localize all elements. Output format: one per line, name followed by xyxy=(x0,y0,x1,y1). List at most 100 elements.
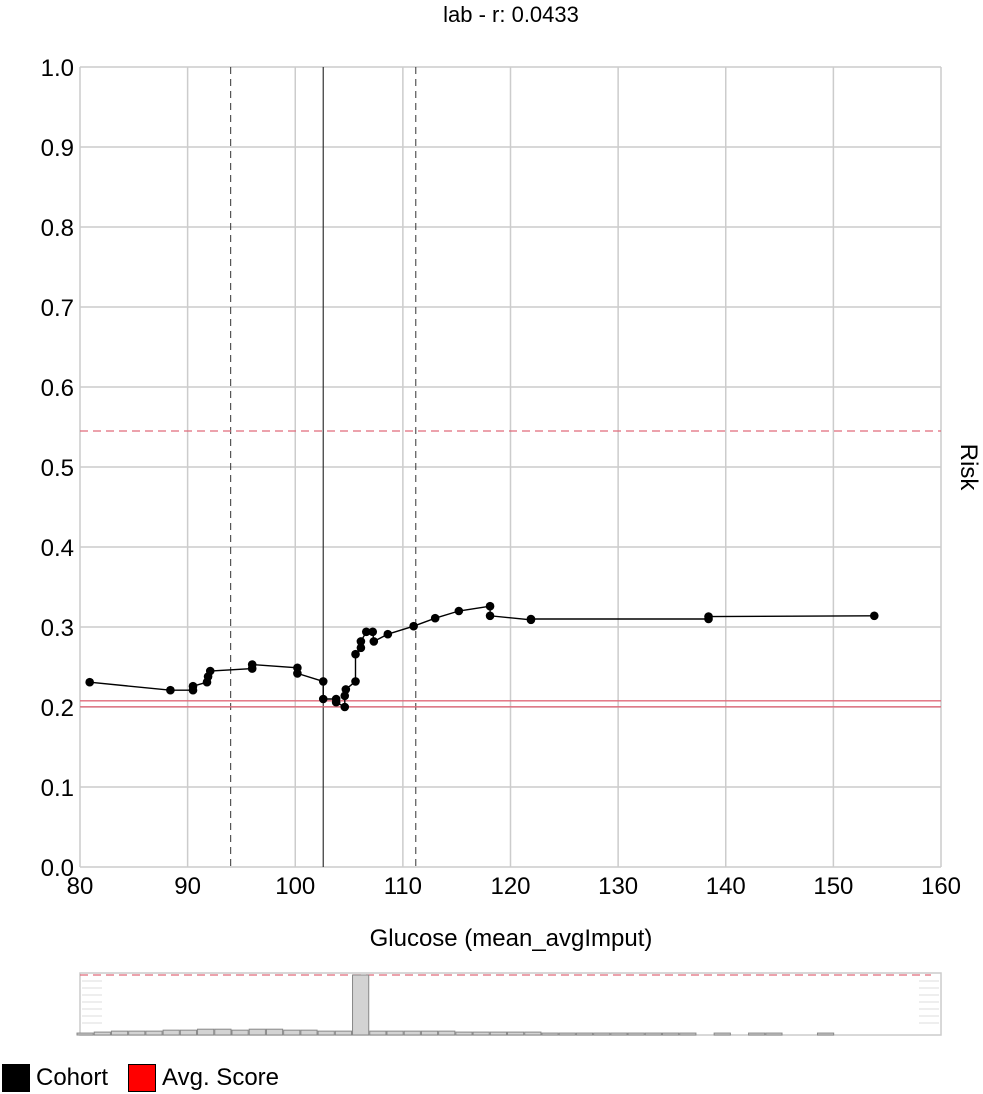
y-tick-label-10: 1.0 xyxy=(41,55,74,82)
histogram-bar-43 xyxy=(816,1032,835,1036)
legend: Cohort Avg. Score xyxy=(2,1064,299,1092)
y-tick-label-7: 0.7 xyxy=(41,295,74,322)
histogram-bar-7 xyxy=(197,1028,215,1036)
histogram-bar-9 xyxy=(231,1029,249,1036)
histogram xyxy=(76,972,942,1036)
data-point-0-24 xyxy=(369,637,379,646)
histogram-bar-14 xyxy=(317,1030,335,1036)
data-point-0-16 xyxy=(340,691,350,701)
data-point-0-10 xyxy=(293,669,302,678)
data-point-0-18 xyxy=(351,677,360,686)
histogram-bar-37 xyxy=(713,1032,731,1036)
y-tick-label-5: 0.5 xyxy=(41,455,74,482)
data-point-0-23 xyxy=(368,627,378,637)
data-point-0-35 xyxy=(869,611,879,621)
histogram-bar-21 xyxy=(438,1030,456,1036)
data-point-0-15 xyxy=(340,702,350,712)
histogram-bar-26 xyxy=(524,1031,542,1036)
y-tick-label-2: 0.2 xyxy=(41,695,74,722)
y-axis-label: Risk xyxy=(955,444,982,492)
histogram-bar-18 xyxy=(386,1030,404,1036)
y-axis-ticks: 0.0 0.1 0.2 0.3 0.4 0.5 0.6 0.7 0.8 0.9 1.0 xyxy=(41,55,74,882)
histogram-bar-40 xyxy=(765,1032,783,1036)
legend-label-cohort: Cohort xyxy=(36,1064,109,1091)
legend-item-cohort: Cohort xyxy=(2,1064,108,1092)
histogram-bar-13 xyxy=(300,1029,318,1036)
histogram-bar-17 xyxy=(369,1030,387,1036)
x-tick-label-5: 130 xyxy=(598,873,638,900)
data-point-0-12 xyxy=(318,694,328,704)
data-point-0-11 xyxy=(318,677,328,686)
histogram-bar-28 xyxy=(558,1032,576,1036)
series-line-0 xyxy=(89,605,875,709)
data-point-0-0 xyxy=(85,677,94,687)
histogram-bar-11 xyxy=(265,1028,284,1036)
data-point-0-14 xyxy=(331,697,341,707)
y-tick-label-1: 0.1 xyxy=(41,775,74,802)
histogram-bar-32 xyxy=(627,1032,645,1036)
x-axis-label: Glucose (mean_avgImput) xyxy=(370,925,653,952)
chart-title: lab - r: 0.0433 xyxy=(443,2,579,27)
histogram-bar-15 xyxy=(334,1030,353,1036)
histogram-bar-2 xyxy=(110,1030,129,1036)
x-tick-label-7: 150 xyxy=(813,873,853,900)
legend-label-avg-score: Avg. Score xyxy=(162,1064,279,1091)
histogram-bar-19 xyxy=(403,1030,421,1036)
histogram-bar-29 xyxy=(575,1032,594,1036)
x-tick-label-2: 100 xyxy=(275,873,315,900)
data-point-0-8 xyxy=(247,660,257,669)
data-point-0-26 xyxy=(409,621,418,631)
x-tick-label-4: 120 xyxy=(490,873,530,900)
x-tick-label-3: 110 xyxy=(384,873,422,900)
histogram-bar-39 xyxy=(748,1032,766,1036)
histogram-bar-12 xyxy=(283,1029,301,1036)
data-point-0-27 xyxy=(430,613,440,623)
data-point-0-19 xyxy=(351,649,360,659)
histogram-bar-23 xyxy=(472,1031,490,1036)
y-tick-label-8: 0.8 xyxy=(41,215,74,242)
y-tick-label-0: 0.0 xyxy=(41,855,74,882)
histogram-bar-1 xyxy=(93,1031,111,1036)
x-tick-label-1: 90 xyxy=(174,873,201,900)
y-tick-label-4: 0.4 xyxy=(41,535,74,562)
histogram-bar-25 xyxy=(507,1031,525,1036)
reference-lines xyxy=(80,67,941,867)
data-point-0-30 xyxy=(485,611,495,621)
data-point-0-29 xyxy=(485,601,495,611)
x-tick-label-0: 80 xyxy=(67,873,94,900)
histogram-bar-22 xyxy=(455,1031,473,1036)
histogram-bar-8 xyxy=(214,1028,232,1036)
histogram-bar-10 xyxy=(248,1028,266,1036)
legend-item-avg-score: Avg. Score xyxy=(128,1064,279,1092)
data-point-0-6 xyxy=(205,666,215,676)
data-point-0-21 xyxy=(356,637,366,646)
data-point-0-22 xyxy=(361,627,371,637)
data-point-0-25 xyxy=(383,629,393,639)
histogram-bar-6 xyxy=(179,1029,198,1036)
histogram-frame xyxy=(79,972,942,1036)
histogram-bar-20 xyxy=(420,1030,439,1036)
histogram-bar-5 xyxy=(162,1029,180,1036)
x-axis-ticks: 80 90 100 110 120 130 140 150 160 xyxy=(67,873,961,900)
legend-swatch-avg-score xyxy=(128,1064,157,1092)
data-point-0-32 xyxy=(526,614,536,624)
histogram-bar-24 xyxy=(489,1031,507,1036)
data-point-0-3 xyxy=(188,681,198,691)
histogram-bar-27 xyxy=(541,1032,559,1036)
x-tick-label-6: 140 xyxy=(706,873,746,900)
grid xyxy=(79,66,942,868)
histogram-bar-3 xyxy=(128,1030,146,1036)
data-point-0-34 xyxy=(704,612,713,621)
y-tick-label-3: 0.3 xyxy=(41,615,74,642)
histogram-bar-35 xyxy=(679,1032,697,1036)
data-point-0-20 xyxy=(356,643,366,653)
histogram-bar-4 xyxy=(145,1030,163,1036)
y-tick-label-6: 0.6 xyxy=(41,375,74,402)
histogram-bar-30 xyxy=(593,1032,611,1036)
series-group xyxy=(85,601,879,712)
histogram-bar-33 xyxy=(644,1032,662,1036)
data-point-0-1 xyxy=(166,685,175,695)
x-tick-label-8: 160 xyxy=(921,873,961,900)
histogram-bar-34 xyxy=(661,1032,680,1036)
